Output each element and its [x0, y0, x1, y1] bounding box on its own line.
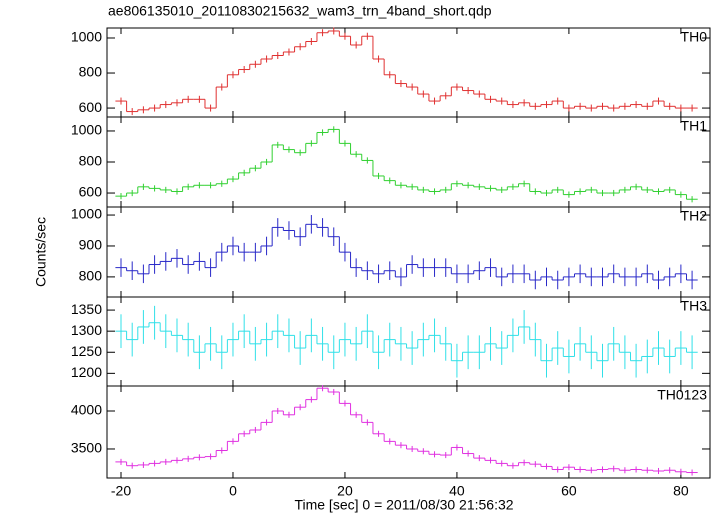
panel-label: TH0123: [657, 387, 707, 403]
panel-frame: [106, 206, 711, 298]
x-tick-label: 0: [229, 483, 237, 499]
y-tick-label: 600: [79, 184, 103, 200]
panel-label: TH1: [681, 118, 708, 134]
x-axis-label: Time [sec] 0 = 2011/08/30 21:56:32: [294, 497, 513, 513]
x-tick-label: -20: [111, 483, 131, 499]
panel-label: TH0: [681, 29, 708, 45]
x-tick-label: 60: [561, 483, 577, 499]
panel-frame: [106, 296, 711, 387]
panel-label: TH3: [681, 298, 708, 314]
y-tick-label: 4000: [71, 402, 102, 418]
y-tick-label: 900: [79, 237, 103, 253]
y-tick-label: 3500: [71, 440, 102, 456]
y-tick-label: 800: [79, 64, 103, 80]
panel-frame: [106, 27, 711, 118]
y-tick-label: 1200: [71, 364, 102, 380]
y-tick-label: 1000: [71, 122, 102, 138]
y-tick-label: 1000: [71, 206, 102, 222]
y-tick-label: 1300: [71, 322, 102, 338]
y-tick-label: 1350: [71, 301, 102, 317]
y-tick-label: 800: [79, 268, 103, 284]
y-tick-label: 1250: [71, 343, 102, 359]
panel-frame: [106, 116, 711, 208]
panel-label: TH2: [681, 208, 708, 224]
y-tick-label: 800: [79, 153, 103, 169]
x-tick-label: 80: [673, 483, 689, 499]
y-tick-label: 1000: [71, 29, 102, 45]
x-tick-label: 40: [449, 483, 465, 499]
chart-title: ae806135010_20110830215632_wam3_trn_4ban…: [108, 3, 492, 19]
y-tick-label: 600: [79, 99, 103, 115]
x-tick-label: 20: [337, 483, 353, 499]
panel-frame: [106, 385, 711, 479]
y-axis-label: Counts/sec: [33, 217, 49, 287]
